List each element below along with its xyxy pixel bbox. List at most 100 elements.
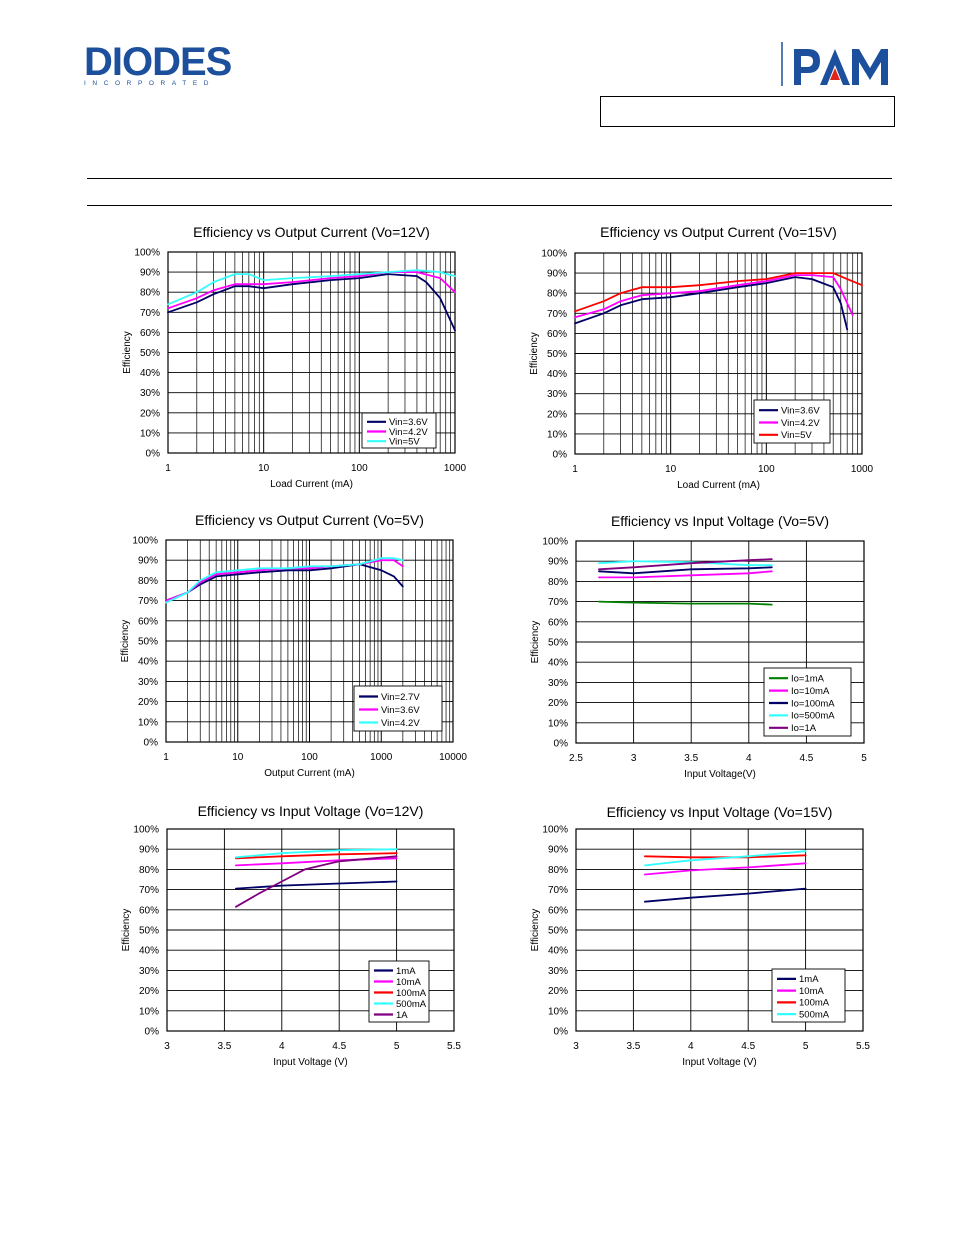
y-tick-label: 30% [548, 678, 568, 689]
legend-label: 1mA [396, 966, 416, 977]
y-axis-label: Efficiency [121, 909, 132, 952]
plot-frame [165, 539, 454, 743]
x-tick-label: 3.5 [626, 1041, 640, 1052]
y-tick-label: 40% [138, 657, 158, 668]
y-tick-label: 20% [139, 986, 159, 997]
x-tick-label: 3.5 [684, 753, 698, 764]
part-number-box [600, 96, 895, 127]
series-line-vin-4-2v [574, 274, 854, 319]
x-tick-label: 1000 [444, 463, 467, 474]
y-axis-label: Efficiency [530, 909, 541, 952]
legend-label: Vin=5V [781, 430, 812, 441]
y-tick-label: 70% [139, 885, 159, 896]
y-tick-label: 0% [144, 738, 159, 749]
chart-6: Efficiency vs Input Voltage (Vo=15V) 0% 10… [530, 804, 870, 1068]
series-line-io-10ma [598, 570, 773, 579]
legend-label: 10mA [799, 986, 824, 997]
x-tick-label: 2.5 [569, 753, 583, 764]
x-tick-label: 5.5 [447, 1041, 461, 1052]
y-tick-label: 40% [548, 658, 568, 669]
x-axis-label: Output Current (mA) [264, 768, 355, 779]
y-tick-label: 0% [554, 739, 569, 750]
x-tick-label: 1 [572, 464, 578, 475]
y-tick-label: 90% [140, 268, 160, 279]
series-line-vin-3-6v [574, 276, 849, 331]
y-tick-label: 0% [554, 1027, 569, 1038]
x-axis-label: Input Voltage (V) [682, 1057, 757, 1068]
series-line-100ma [644, 854, 807, 859]
y-tick-label: 0% [553, 450, 568, 461]
x-axis-label: Load Current (mA) [677, 480, 760, 491]
y-tick-label: 90% [547, 269, 567, 280]
x-axis-label: Input Voltage(V) [684, 769, 756, 780]
x-tick-label: 4 [688, 1041, 694, 1052]
y-tick-label: 30% [140, 388, 160, 399]
x-tick-label: 1000 [370, 752, 393, 763]
y-tick-label: 20% [547, 409, 567, 420]
x-tick-label: 5 [861, 753, 867, 764]
series-line-1ma [234, 880, 398, 890]
legend-label: Vin=3.6V [389, 417, 428, 428]
legend-label: Io=10mA [791, 686, 830, 697]
y-tick-label: 80% [548, 577, 568, 588]
legend-label: Vin=3.6V [381, 705, 420, 716]
chart-title: Efficiency vs Output Current (Vo=5V) [195, 512, 424, 528]
legend-label: Vin=5V [389, 436, 420, 447]
y-tick-label: 40% [140, 368, 160, 379]
series-line-io-100ma [598, 566, 773, 575]
y-tick-label: 100% [132, 536, 158, 547]
x-tick-label: 10 [258, 463, 270, 474]
series-line-io-500ma [598, 560, 773, 567]
x-tick-label: 4.5 [332, 1041, 346, 1052]
series-line-100ma [234, 852, 398, 860]
y-tick-label: 40% [547, 369, 567, 380]
x-tick-label: 3.5 [217, 1041, 231, 1052]
chart-3: Efficiency vs Output Current (Vo=5V) 0% 10… [120, 512, 467, 779]
legend-label: 500mA [396, 999, 427, 1010]
y-tick-label: 10% [138, 717, 158, 728]
y-tick-label: 40% [139, 946, 159, 957]
x-tick-label: 10 [665, 464, 677, 475]
series-line-1a [234, 855, 398, 908]
legend-label: 500mA [799, 1009, 830, 1020]
y-tick-label: 30% [138, 677, 158, 688]
plot-frame [575, 540, 865, 744]
y-tick-label: 60% [138, 616, 158, 627]
y-tick-label: 100% [134, 248, 160, 259]
y-tick-label: 10% [548, 1006, 568, 1017]
x-axis-label: Input Voltage (V) [273, 1057, 348, 1068]
y-tick-label: 50% [548, 926, 568, 937]
x-tick-label: 1 [163, 752, 169, 763]
x-tick-label: 100 [301, 752, 318, 763]
diodes-logo-text: DIODES [84, 40, 232, 84]
y-tick-label: 80% [547, 289, 567, 300]
series-line-vin-4-2v [165, 557, 404, 604]
legend-label: 1A [396, 1010, 408, 1021]
legend-label: Vin=3.6V [781, 405, 820, 416]
chart-4: Efficiency vs Input Voltage (Vo=5V) 0% 10%… [530, 513, 867, 780]
y-tick-label: 70% [140, 308, 160, 319]
chart-2: Efficiency vs Output Current (Vo=15V) 0% 1… [529, 224, 874, 491]
legend-label: Vin=2.7V [381, 692, 420, 703]
diodes-logo-subtext: INCORPORATED [84, 80, 216, 87]
y-tick-label: 30% [547, 389, 567, 400]
y-tick-label: 40% [548, 946, 568, 957]
y-tick-label: 60% [140, 328, 160, 339]
y-tick-label: 50% [138, 637, 158, 648]
legend-label: Io=500mA [791, 711, 835, 722]
legend-label: Io=1mA [791, 674, 825, 685]
y-tick-label: 70% [548, 885, 568, 896]
y-tick-label: 100% [133, 825, 159, 836]
series-line-10ma [644, 862, 807, 876]
y-tick-label: 80% [139, 865, 159, 876]
y-tick-label: 60% [548, 617, 568, 628]
y-tick-label: 100% [542, 825, 568, 836]
chart-title: Efficiency vs Output Current (Vo=15V) [600, 224, 837, 240]
y-tick-label: 20% [548, 986, 568, 997]
x-tick-label: 100 [351, 463, 368, 474]
y-tick-label: 50% [140, 348, 160, 359]
diodes-logo: DIODES INCORPORATED [84, 42, 264, 92]
y-tick-label: 10% [140, 428, 160, 439]
y-axis-label: Efficiency [120, 620, 131, 663]
series-line-vin-2-7v [165, 563, 404, 602]
